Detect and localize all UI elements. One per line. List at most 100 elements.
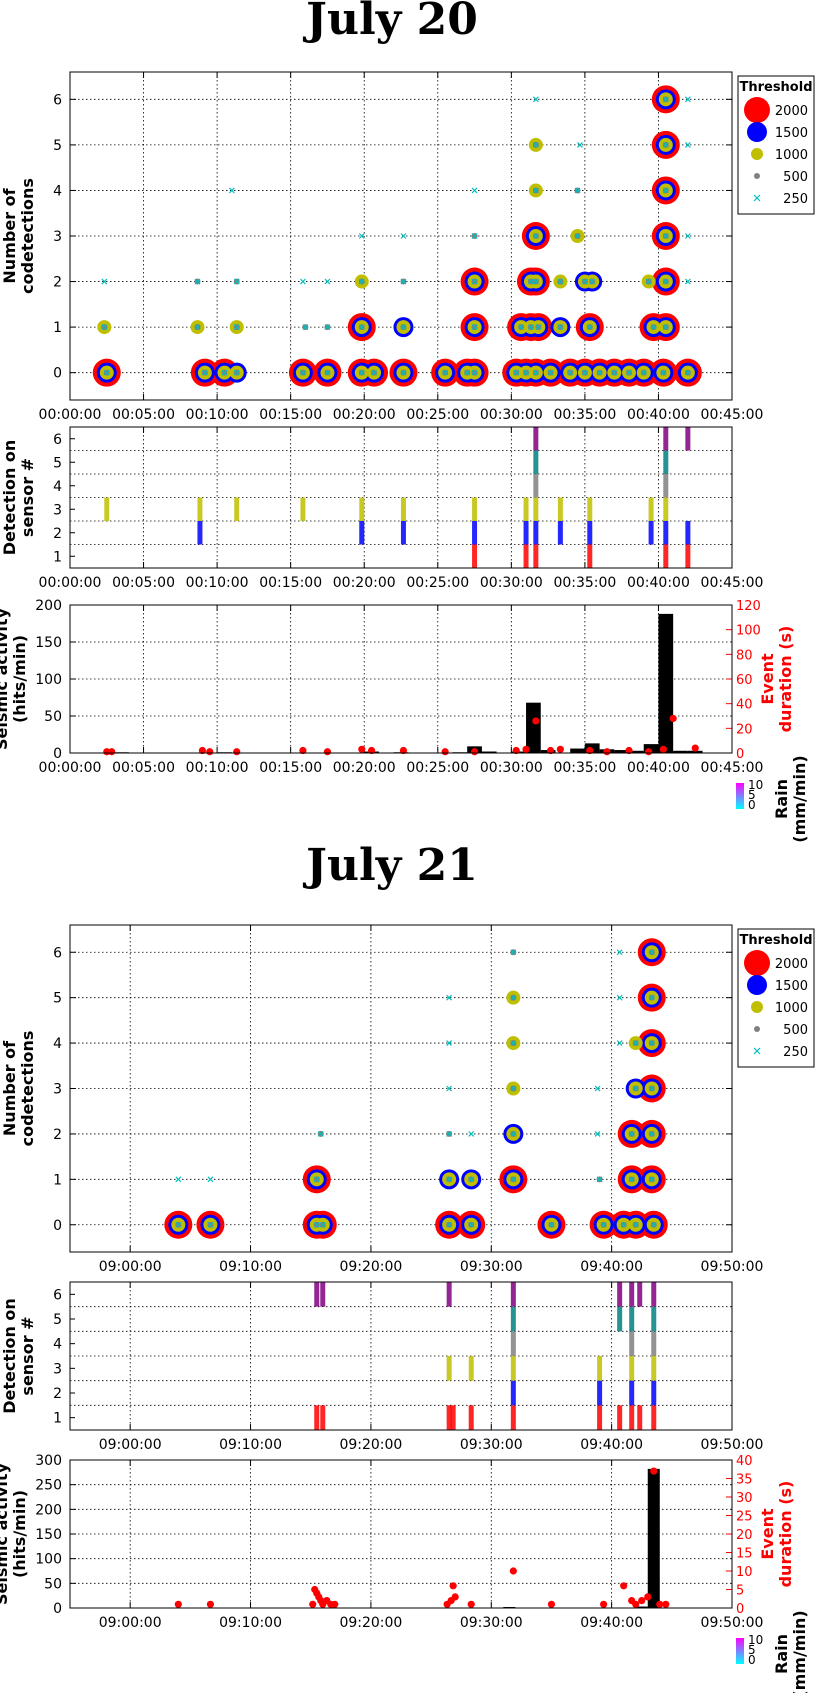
detection-sensor-6 <box>446 1282 452 1307</box>
y-tick-label: 3 <box>53 1082 62 1098</box>
data-point-250 <box>616 949 623 956</box>
data-point-250 <box>567 369 574 376</box>
data-point-250 <box>471 233 478 239</box>
y-tick-label: 2 <box>53 275 62 291</box>
data-point-250 <box>194 278 201 285</box>
detection-sensor-5 <box>629 1306 635 1332</box>
detection-sensor-1 <box>587 544 593 568</box>
x-tick-label: 00:25:00 <box>406 760 469 776</box>
y-tick-label-right: 100 <box>736 624 761 639</box>
x-tick-label: 00:25:00 <box>406 407 469 423</box>
data-point-250 <box>324 278 331 285</box>
data-point-250 <box>446 1221 453 1228</box>
detection-sensor-1 <box>472 544 478 568</box>
duration-point <box>546 746 555 755</box>
y-tick-label: 5 <box>53 1312 62 1328</box>
data-point-250 <box>471 369 478 376</box>
detection-sensor-6 <box>510 1282 516 1307</box>
data-point-250 <box>648 1040 655 1047</box>
x-tick-label: 09:40:00 <box>580 1437 643 1453</box>
data-point-250 <box>358 278 365 285</box>
detection-sensor-6 <box>663 427 669 451</box>
data-point-250 <box>650 324 657 331</box>
data-point-250 <box>684 233 691 239</box>
detection-sensor-6 <box>637 1282 643 1307</box>
data-point-250 <box>616 1040 623 1047</box>
data-point-250 <box>548 1221 555 1228</box>
x-tick-label: 00:20:00 <box>333 407 396 423</box>
duration-point <box>603 748 611 756</box>
data-point-250 <box>684 141 691 148</box>
data-point-250 <box>594 1085 601 1092</box>
data-point-250 <box>574 187 581 194</box>
data-point-250 <box>510 1040 517 1047</box>
y-tick-label: 6 <box>53 92 62 108</box>
y-tick-label-right: 40 <box>736 698 753 713</box>
y-tick-label: 3 <box>53 502 62 518</box>
data-point-250 <box>577 141 583 148</box>
y-tick-label-right: 0 <box>736 747 744 762</box>
detection-sensor-1 <box>597 1405 603 1430</box>
x-tick-label: 00:10:00 <box>186 407 249 423</box>
y-tick-label-right: 20 <box>736 1528 753 1543</box>
plot-frame <box>69 604 733 754</box>
data-point-250 <box>662 96 669 103</box>
data-point-250 <box>662 324 669 331</box>
plot-frame <box>69 71 733 401</box>
plot-area <box>70 925 732 1252</box>
data-point-250 <box>648 1130 655 1137</box>
y-tick-label-right: 40 <box>736 1454 753 1469</box>
data-point-250 <box>468 1130 475 1137</box>
detection-sensor-2 <box>400 521 406 545</box>
y-tick-label-right: 20 <box>736 722 753 737</box>
detection-sensor-3 <box>472 497 478 521</box>
legend-marker-250 <box>753 1047 761 1055</box>
y-tick-label: 100 <box>35 672 62 688</box>
y-tick-label: 4 <box>53 479 62 495</box>
detection-sensor-6 <box>314 1282 320 1307</box>
activity-bar <box>687 750 703 753</box>
data-point-250 <box>175 1221 182 1228</box>
data-point-250 <box>532 96 539 103</box>
plot-frame <box>69 1459 733 1609</box>
data-point-250 <box>400 369 407 376</box>
data-point-250 <box>400 324 407 331</box>
detection-sensor-4 <box>510 1331 516 1356</box>
y-tick-label: 1 <box>53 320 62 336</box>
detection-sensor-2 <box>557 521 563 545</box>
duration-point <box>650 1467 658 1475</box>
data-point-250 <box>228 187 235 194</box>
data-point-250 <box>596 1176 603 1183</box>
x-tick-label: 09:30:00 <box>460 1615 523 1631</box>
duration-point <box>467 1600 475 1608</box>
y-tick-label: 200 <box>35 598 62 614</box>
legend-marker-1500 <box>747 122 767 142</box>
detection-sensor-3 <box>197 497 203 521</box>
duration-point <box>174 1600 182 1608</box>
data-point-250 <box>532 278 539 285</box>
data-point-250 <box>471 324 478 331</box>
detection-sensor-3 <box>629 1356 635 1381</box>
x-tick-label: 09:40:00 <box>580 1259 643 1275</box>
data-point-250 <box>358 324 365 331</box>
detection-sensor-1 <box>320 1405 326 1430</box>
rain-colorbar <box>736 1638 744 1664</box>
data-point-250 <box>581 278 588 285</box>
duration-point <box>600 1600 608 1608</box>
duration-point <box>662 1600 670 1608</box>
detection-sensor-3 <box>468 1356 474 1381</box>
x-tick-label: 09:10:00 <box>219 1437 282 1453</box>
colorbar-tick-label: 0 <box>748 798 756 812</box>
rain-colorbar-label: Rain(mm/min) <box>772 755 809 842</box>
data-point-250 <box>648 994 655 1001</box>
data-point-250 <box>302 324 309 331</box>
detection-sensor-1 <box>637 1405 643 1430</box>
legend-marker-1000 <box>751 148 763 160</box>
rain-colorbar-label: Rain(mm/min) <box>772 1610 809 1693</box>
detection-sensor-2 <box>523 521 529 545</box>
duration-point <box>399 746 408 755</box>
duration-point <box>470 748 479 756</box>
duration-point <box>556 745 564 753</box>
detection-sensor-2 <box>663 521 669 545</box>
